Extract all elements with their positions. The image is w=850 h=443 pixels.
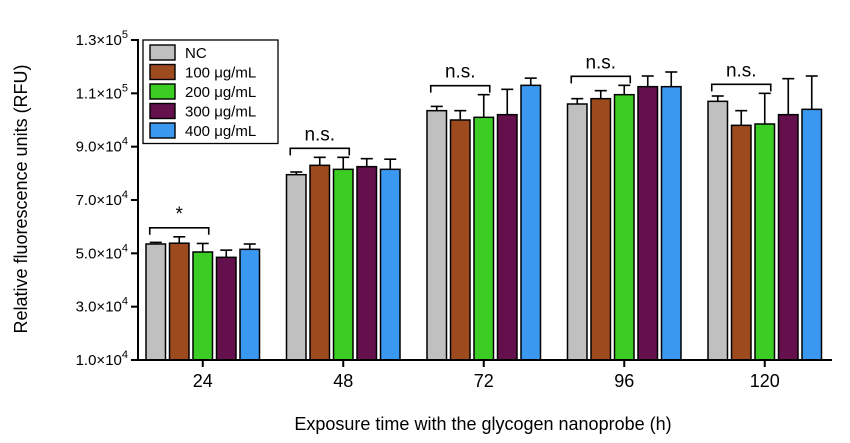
bars-group	[145, 71, 823, 361]
y-tick-exponent: 4	[122, 349, 128, 361]
bar	[215, 256, 237, 361]
bar	[473, 116, 495, 361]
legend-swatch	[149, 83, 176, 100]
legend-label: 200 μg/mL	[185, 84, 256, 101]
y-tick-mantissa: 1.3×10	[76, 32, 122, 49]
y-tick-label: 1.3×105	[76, 29, 128, 49]
bar	[309, 164, 331, 361]
bar	[637, 85, 659, 361]
significance-bracket	[570, 75, 632, 84]
y-ticks: 1.0×1043.0×1045.0×1047.0×1049.0×1041.1×1…	[76, 29, 138, 369]
y-tick-exponent: 4	[122, 296, 128, 308]
bar	[496, 113, 518, 361]
significance-label: n.s.	[726, 60, 757, 81]
significance-label: *	[176, 204, 184, 225]
y-axis-title: Relative fluorescence units (RFU)	[11, 64, 31, 333]
bar	[707, 100, 729, 361]
y-tick-mantissa: 7.0×10	[76, 192, 122, 209]
legend-label: 400 μg/mL	[185, 123, 256, 140]
y-tick-exponent: 5	[122, 82, 128, 94]
significance-annotations: * n.s. n.s. n.s. n.s.	[148, 52, 772, 235]
significance-label: n.s.	[304, 124, 335, 145]
bar	[660, 85, 682, 361]
y-tick-label: 1.1×105	[76, 82, 128, 102]
bar	[777, 113, 799, 361]
legend-swatch	[149, 102, 176, 120]
x-category-label: 120	[750, 371, 780, 391]
x-category-label: 96	[614, 371, 634, 391]
bar	[613, 93, 635, 361]
significance-bracket	[148, 227, 210, 235]
y-tick-label: 1.0×104	[76, 349, 128, 369]
legend-swatch	[149, 122, 176, 139]
y-tick-label: 7.0×104	[76, 189, 128, 209]
y-tick-mantissa: 5.0×10	[76, 245, 122, 262]
legend-label: NC	[185, 45, 207, 62]
bar	[356, 165, 378, 361]
bar	[730, 124, 752, 361]
bar	[754, 123, 776, 361]
legend-label: 100 μg/mL	[185, 65, 256, 82]
y-tick-label: 9.0×104	[76, 136, 128, 156]
bar	[426, 109, 448, 361]
y-tick-exponent: 4	[122, 242, 128, 254]
x-category-labels: 24 48 72 96 120	[193, 360, 780, 391]
y-tick-mantissa: 1.0×10	[76, 352, 122, 369]
y-tick-exponent: 4	[122, 189, 128, 201]
bar	[285, 173, 307, 361]
significance-bracket	[429, 84, 491, 93]
significance-label: n.s.	[445, 62, 476, 83]
x-category-label: 48	[333, 371, 353, 391]
bar	[566, 103, 588, 361]
bar	[379, 168, 401, 361]
legend-swatch	[149, 63, 176, 81]
y-tick-exponent: 5	[122, 29, 128, 41]
y-tick-exponent: 4	[122, 136, 128, 148]
bar	[168, 242, 190, 361]
bar	[145, 243, 167, 361]
y-tick-label: 5.0×104	[76, 242, 128, 262]
significance-bracket	[289, 147, 351, 156]
significance-label: n.s.	[585, 52, 616, 73]
bar	[801, 108, 823, 361]
y-tick-mantissa: 9.0×10	[76, 139, 122, 156]
bar	[520, 84, 542, 361]
bar	[239, 248, 261, 361]
bar	[192, 251, 214, 361]
legend-label: 300 μg/mL	[185, 104, 256, 121]
significance-bracket	[710, 83, 772, 92]
x-axis-title: Exposure time with the glycogen nanoprob…	[294, 414, 671, 434]
bar	[449, 119, 471, 361]
y-tick-mantissa: 1.1×10	[76, 85, 122, 102]
bar	[590, 97, 612, 361]
bar	[332, 168, 354, 361]
y-tick-mantissa: 3.0×10	[76, 299, 122, 316]
legend: NC 100 μg/mL 200 μg/mL 300 μg/mL 400 μg/mL	[142, 39, 279, 145]
x-category-label: 24	[193, 371, 213, 391]
y-tick-label: 3.0×104	[76, 296, 128, 316]
legend-swatch	[149, 44, 176, 61]
x-category-label: 72	[474, 371, 494, 391]
